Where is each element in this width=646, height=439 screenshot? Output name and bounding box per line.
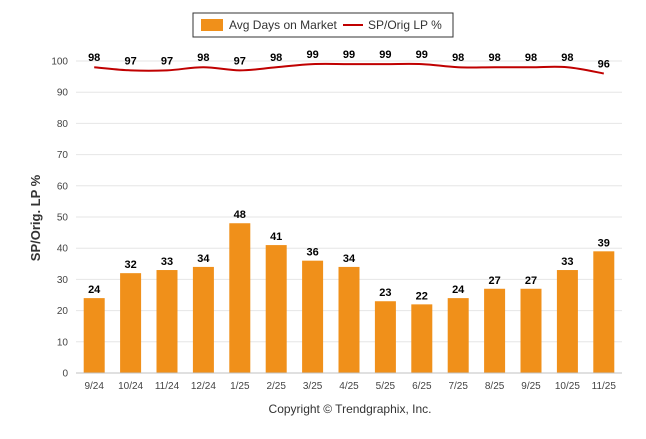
- line-data-label: 99: [379, 49, 391, 61]
- line-data-label: 98: [561, 52, 573, 64]
- bar-data-label: 48: [234, 209, 246, 221]
- x-tick-labels: 9/24 10/24 11/24 12/24 1/25 2/25 3/25 4/25 5/25 6…: [84, 381, 616, 392]
- x-tick-label: 1/25: [230, 381, 250, 392]
- line-data-label: 98: [452, 52, 464, 64]
- bar-data-label: 32: [124, 259, 136, 271]
- x-tick-label: 2/25: [266, 381, 286, 392]
- bar: [447, 298, 469, 373]
- bar-data-label: 24: [88, 284, 101, 296]
- line-data-label: 97: [124, 55, 136, 67]
- bar-data-label: 22: [416, 290, 428, 302]
- x-tick-label: 6/25: [412, 381, 432, 392]
- y-axis-label: SP/Orig. LP %: [28, 174, 43, 261]
- x-tick-label: 12/24: [191, 381, 216, 392]
- bars: [83, 223, 615, 373]
- line-data-label: 97: [161, 55, 173, 67]
- bar: [156, 270, 178, 373]
- line-data-label: 98: [88, 52, 100, 64]
- x-tick-label: 8/25: [485, 381, 505, 392]
- bar-data-label: 34: [197, 253, 210, 265]
- x-tick-label: 9/24: [84, 381, 104, 392]
- legend-box: [192, 12, 454, 38]
- x-tick-label: 3/25: [303, 381, 323, 392]
- line-data-label: 99: [416, 49, 428, 61]
- x-tick-label: 10/24: [118, 381, 143, 392]
- y-tick-label: 0: [62, 369, 68, 380]
- y-tick-label: 100: [51, 57, 68, 68]
- bar: [229, 223, 251, 373]
- bar: [556, 270, 578, 373]
- y-tick-label: 10: [57, 337, 69, 348]
- bar: [411, 304, 433, 373]
- y-tick-label: 20: [57, 306, 69, 317]
- y-tick-label: 70: [57, 150, 69, 161]
- line-data-label: 98: [488, 52, 500, 64]
- legend-line-label: SP/Orig LP %: [368, 18, 442, 32]
- bar: [302, 260, 324, 373]
- x-tick-label: 7/25: [448, 381, 468, 392]
- bar: [593, 251, 615, 373]
- legend: Avg Days on Market SP/Orig LP %: [192, 12, 454, 38]
- bar-data-label: 27: [488, 275, 500, 287]
- y-tick-labels: 0 10 20 30 40 50 60 70 80 90 100: [51, 57, 68, 380]
- line-data-label: 98: [197, 52, 209, 64]
- bar-data-label: 33: [161, 256, 173, 268]
- legend-bar-label: Avg Days on Market: [229, 18, 337, 32]
- bar: [120, 273, 142, 373]
- line-data-label: 98: [270, 52, 282, 64]
- line-data-label: 99: [306, 49, 318, 61]
- bar-data-label: 23: [379, 287, 391, 299]
- line-data-label: 98: [525, 52, 537, 64]
- bar-data-label: 41: [270, 231, 282, 243]
- x-tick-label: 9/25: [521, 381, 541, 392]
- bar: [192, 266, 214, 373]
- x-tick-label: 10/25: [555, 381, 580, 392]
- bar-labels: 24 32 33 34 48 41 36 34 23 22 24 27 27 33 39: [88, 209, 610, 302]
- legend-bar-swatch: [201, 19, 223, 31]
- bar: [374, 301, 396, 373]
- y-tick-label: 40: [57, 244, 69, 255]
- line-data-label: 96: [598, 58, 610, 70]
- x-tick-label: 11/24: [155, 381, 180, 392]
- bar: [338, 266, 360, 373]
- y-tick-label: 30: [57, 275, 69, 286]
- line-data-label: 97: [234, 55, 246, 67]
- bar-data-label: 24: [452, 284, 465, 296]
- y-tick-label: 60: [57, 181, 69, 192]
- y-tick-label: 80: [57, 119, 69, 130]
- y-tick-label: 90: [57, 88, 69, 99]
- bar-data-label: 27: [525, 275, 537, 287]
- bar: [520, 288, 542, 373]
- bar-data-label: 36: [306, 247, 318, 259]
- bar: [83, 298, 105, 373]
- copyright-text: Copyright © Trendgraphix, Inc.: [269, 402, 432, 416]
- x-tick-label: 11/25: [592, 381, 617, 392]
- y-tick-label: 50: [57, 213, 69, 224]
- line-data-label: 99: [343, 49, 355, 61]
- bar: [484, 288, 506, 373]
- bar-data-label: 34: [343, 253, 356, 265]
- x-tick-label: 4/25: [339, 381, 359, 392]
- sp-orig-lp-line: [94, 62, 604, 75]
- x-tick-label: 5/25: [376, 381, 396, 392]
- bar-data-label: 39: [598, 237, 610, 249]
- line-labels: 98 97 97 98 97 98 99 99 99 99 98 98 98 98 96: [88, 49, 610, 70]
- bar: [265, 245, 287, 373]
- bar-data-label: 33: [561, 256, 573, 268]
